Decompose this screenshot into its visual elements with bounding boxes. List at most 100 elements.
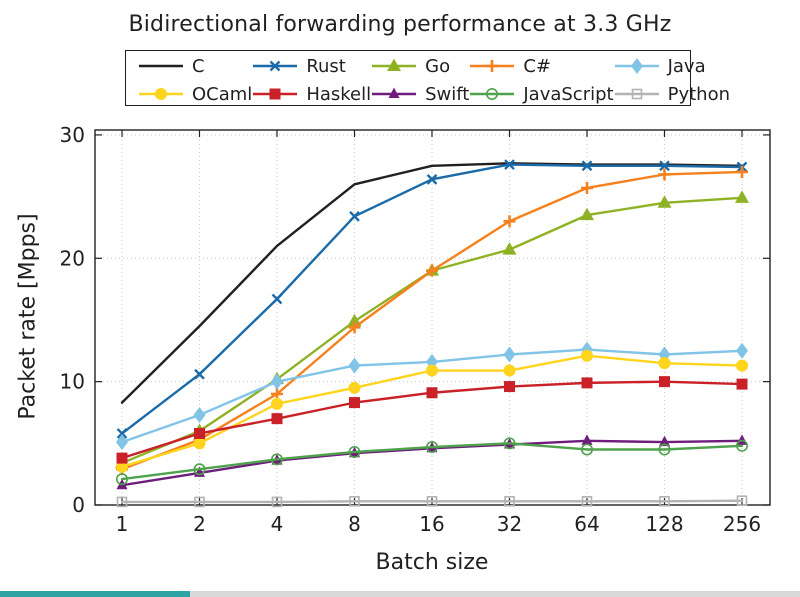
series-marker-python <box>581 495 593 507</box>
series-marker-rust <box>426 173 438 185</box>
series-marker-ocaml <box>193 437 206 450</box>
series-marker-haskell <box>504 381 515 393</box>
series-marker-python <box>271 496 283 508</box>
series-marker-ocaml <box>426 364 438 377</box>
x-tick-label-1: 1 <box>116 512 129 536</box>
series-marker-rust <box>194 368 205 380</box>
x-tick-label-128: 128 <box>645 512 683 536</box>
series-marker-java <box>271 373 283 390</box>
y-tick-label-30: 30 <box>60 123 85 147</box>
legend-marker-haskell-icon <box>253 88 298 100</box>
legend-item-go: Go <box>371 56 469 77</box>
legend-marker-shape-swift <box>388 87 400 98</box>
x-tick-label-2: 2 <box>193 512 206 536</box>
series-marker-javascript <box>503 437 516 450</box>
legend-marker-go-icon <box>372 58 417 71</box>
series-line-c <box>120 162 744 404</box>
series-marker-python <box>504 495 515 507</box>
chart-title: Bidirectional forwarding performance at … <box>128 12 672 37</box>
legend-label-ocaml: OCaml <box>192 83 253 105</box>
x-tick-label-8: 8 <box>348 512 361 536</box>
series-marker-java <box>193 406 206 423</box>
x-tick-label-16: 16 <box>419 512 444 536</box>
series-marker-haskell <box>349 397 360 409</box>
series-marker-rust <box>504 159 515 170</box>
legend-marker-shape-python <box>631 88 642 100</box>
series-marker-ocaml <box>581 349 593 362</box>
series-marker-rust <box>271 293 283 305</box>
series-marker-javascript <box>116 473 129 486</box>
series-marker-javascript <box>580 443 593 456</box>
y-tick-label-0: 0 <box>72 493 85 517</box>
series-marker-javascript <box>348 445 361 458</box>
legend-marker-shape-haskell <box>269 88 281 100</box>
legend-item-javascript: JavaScript <box>469 83 614 105</box>
series-marker-python <box>736 495 748 506</box>
series-marker-haskell <box>736 378 748 390</box>
legend-item-swift: Swift <box>371 84 469 105</box>
bottom-edge-gray-segment <box>190 591 800 597</box>
series-marker-javascript <box>425 441 438 454</box>
legend-item-java: Java <box>614 56 730 77</box>
series-marker-haskell <box>271 413 283 425</box>
legend-marker-c-icon <box>470 60 515 72</box>
series-marker-javascript <box>193 463 206 476</box>
series-marker-haskell <box>581 377 593 389</box>
legend-marker-swift-icon <box>372 87 417 98</box>
series-marker-ocaml <box>116 460 128 473</box>
x-tick-label-256: 256 <box>723 512 761 536</box>
series-marker-swift <box>581 434 593 445</box>
series-marker-rust <box>581 160 593 172</box>
y-tick-label-20: 20 <box>60 246 85 270</box>
x-axis-label: Batch size <box>375 550 489 575</box>
legend-label-c: C <box>192 55 205 77</box>
legend-marker-shape-ocaml <box>155 88 167 100</box>
series-marker-python <box>116 496 128 508</box>
legend-marker-shape-javascript <box>486 88 499 100</box>
bottom-edge-teal-segment <box>0 591 190 597</box>
series-marker-ocaml <box>736 359 748 372</box>
series-marker-haskell <box>426 387 438 399</box>
bottom-edge-strip <box>0 591 800 597</box>
series-marker-java <box>348 357 361 374</box>
series-marker-java <box>116 434 128 451</box>
series-marker-haskell <box>116 452 128 464</box>
legend-label-rust: Rust <box>306 55 346 77</box>
legend-marker-javascript-icon <box>470 88 515 100</box>
legend-marker-shape-rust <box>269 60 281 72</box>
x-tick-label-4: 4 <box>271 512 284 536</box>
x-tick-label-64: 64 <box>574 512 599 536</box>
legend-item-haskell: Haskell <box>252 84 371 105</box>
series-marker-python <box>659 495 670 507</box>
legend-item-ocaml: OCaml <box>138 84 252 105</box>
series-line-javascript <box>120 442 744 481</box>
legend-marker-c-icon <box>139 64 183 68</box>
series-marker-go <box>580 207 594 221</box>
legend-marker-rust-icon <box>253 60 298 72</box>
series-marker-go <box>347 313 362 327</box>
legend-item-c: C <box>138 56 252 77</box>
series-marker-rust <box>116 428 128 439</box>
series-marker-ocaml <box>503 364 516 377</box>
series-marker-python <box>426 495 438 507</box>
series-marker-rust <box>659 160 670 172</box>
series-line-go <box>120 196 744 465</box>
legend-label-swift: Swift <box>425 83 470 105</box>
series-marker-swift <box>659 435 670 447</box>
series-marker-go <box>657 195 672 208</box>
series-marker-javascript <box>658 443 671 456</box>
legend-label-java: Java <box>667 55 706 77</box>
y-tick-label-10: 10 <box>60 370 85 394</box>
series-marker-java <box>736 342 748 359</box>
legend-box: C Rust Go C# Java OCaml Haskell Swift JavaScript… <box>125 50 730 106</box>
legend-item-python: Python <box>614 84 730 105</box>
legend-label-javascript: JavaScript <box>523 83 614 105</box>
series-marker-javascript <box>735 439 748 452</box>
series-marker-haskell <box>659 376 670 388</box>
series-marker-ocaml <box>658 357 671 370</box>
legend-marker-shape-java <box>630 58 643 74</box>
series-marker-java <box>503 346 516 363</box>
legend-marker-python-icon <box>614 88 659 100</box>
